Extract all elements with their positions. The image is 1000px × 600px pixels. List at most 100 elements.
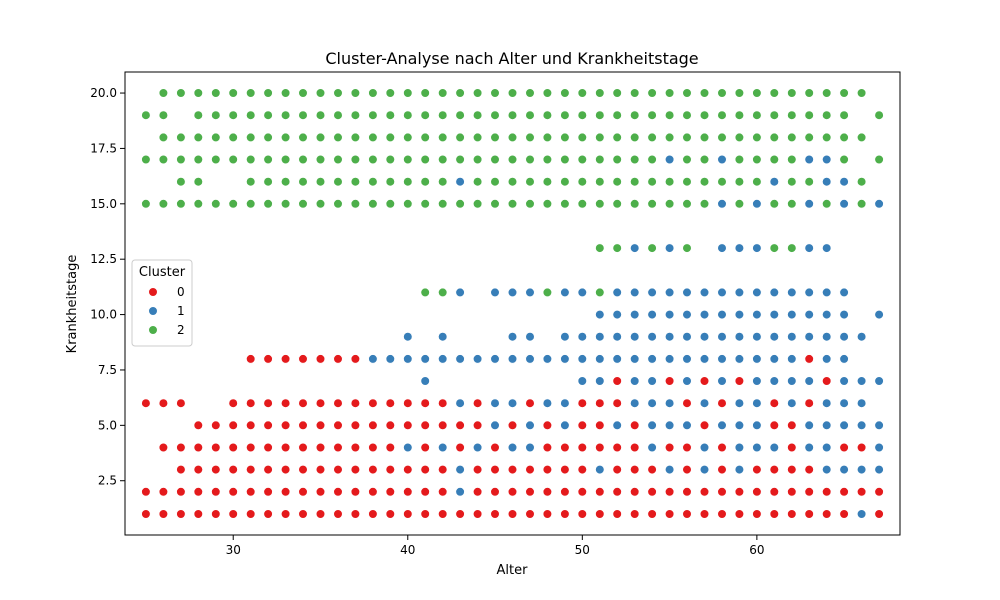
data-point-cluster-2: [787, 243, 797, 253]
data-point-cluster-2: [699, 110, 710, 120]
data-point-cluster-2: [856, 88, 867, 98]
data-point-cluster-1: [595, 376, 605, 386]
data-point-cluster-1: [752, 310, 762, 320]
data-point-cluster-2: [612, 132, 622, 142]
data-point-cluster-1: [839, 376, 849, 386]
data-point-cluster-1: [507, 354, 518, 364]
data-point-cluster-2: [368, 132, 378, 142]
data-point-cluster-1: [507, 287, 518, 298]
data-point-cluster-1: [804, 310, 814, 320]
data-point-cluster-2: [682, 132, 692, 142]
data-point-cluster-2: [333, 177, 343, 187]
x-tick-label: 50: [575, 543, 590, 557]
data-point-cluster-2: [822, 88, 832, 98]
data-point-cluster-2: [856, 199, 867, 209]
data-point-cluster-0: [769, 487, 779, 497]
data-point-cluster-1: [664, 354, 675, 364]
data-point-cluster-2: [298, 132, 308, 142]
data-point-cluster-0: [560, 509, 570, 519]
data-point-cluster-2: [473, 199, 483, 209]
data-point-cluster-0: [717, 509, 727, 519]
data-point-cluster-0: [734, 487, 745, 497]
data-point-cluster-0: [612, 509, 622, 519]
data-point-cluster-2: [664, 132, 675, 142]
data-point-cluster-2: [542, 177, 553, 187]
data-point-cluster-1: [699, 310, 710, 320]
data-point-cluster-1: [699, 354, 710, 364]
data-point-cluster-0: [350, 354, 361, 364]
data-point-cluster-2: [699, 154, 710, 165]
data-point-cluster-0: [281, 398, 291, 408]
data-point-cluster-1: [630, 376, 640, 386]
data-point-cluster-1: [473, 354, 483, 364]
data-point-cluster-0: [298, 354, 308, 364]
data-point-cluster-0: [699, 376, 710, 386]
data-point-cluster-2: [281, 199, 291, 209]
legend-title: Cluster: [139, 265, 186, 280]
x-axis: 30 40 50 60: [226, 535, 765, 557]
data-point-cluster-0: [368, 442, 378, 453]
data-point-cluster-0: [298, 509, 308, 519]
data-point-cluster-1: [856, 509, 867, 519]
data-point-cluster-1: [612, 310, 622, 320]
data-point-cluster-2: [141, 110, 151, 120]
data-point-cluster-2: [420, 287, 430, 298]
data-point-cluster-1: [787, 332, 797, 342]
data-point-cluster-0: [385, 442, 395, 453]
data-point-cluster-1: [664, 310, 675, 320]
data-point-cluster-2: [525, 88, 535, 98]
data-point-cluster-2: [839, 110, 849, 120]
data-point-cluster-0: [263, 354, 273, 364]
data-point-cluster-2: [734, 199, 745, 209]
data-point-cluster-1: [734, 442, 745, 453]
data-point-cluster-0: [856, 487, 867, 497]
data-point-cluster-0: [664, 376, 675, 386]
data-point-cluster-1: [874, 465, 884, 475]
data-point-cluster-1: [664, 398, 675, 408]
data-point-cluster-1: [769, 354, 779, 364]
data-point-cluster-0: [734, 509, 745, 519]
data-point-cluster-2: [333, 154, 343, 165]
data-point-cluster-2: [490, 110, 500, 120]
data-point-cluster-2: [804, 110, 814, 120]
data-point-cluster-2: [647, 110, 657, 120]
data-point-cluster-2: [228, 110, 238, 120]
data-point-cluster-0: [246, 354, 256, 364]
data-point-cluster-0: [403, 509, 413, 519]
data-point-cluster-2: [769, 88, 779, 98]
data-point-cluster-2: [176, 177, 186, 187]
data-point-cluster-0: [542, 487, 553, 497]
data-point-cluster-2: [839, 88, 849, 98]
data-point-cluster-2: [542, 199, 553, 209]
data-point-cluster-0: [350, 442, 361, 453]
data-point-cluster-1: [822, 310, 832, 320]
data-point-cluster-2: [577, 110, 587, 120]
data-point-cluster-1: [420, 376, 430, 386]
data-point-cluster-2: [542, 287, 553, 298]
data-point-cluster-2: [752, 88, 762, 98]
data-point-cluster-1: [490, 398, 500, 408]
data-point-cluster-2: [525, 132, 535, 142]
data-point-cluster-2: [176, 199, 186, 209]
data-point-cluster-0: [333, 398, 343, 408]
data-point-cluster-0: [490, 487, 500, 497]
data-point-cluster-2: [438, 199, 448, 209]
data-point-cluster-2: [281, 110, 291, 120]
data-point-cluster-2: [507, 177, 518, 187]
data-point-cluster-0: [158, 442, 168, 453]
data-point-cluster-0: [682, 442, 692, 453]
data-point-cluster-2: [577, 132, 587, 142]
data-point-cluster-0: [490, 465, 500, 475]
data-point-cluster-0: [525, 487, 535, 497]
data-point-cluster-0: [473, 398, 483, 408]
data-point-cluster-0: [246, 442, 256, 453]
data-point-cluster-2: [315, 199, 326, 209]
data-point-cluster-1: [804, 154, 814, 165]
data-point-cluster-1: [822, 420, 832, 430]
data-point-cluster-0: [228, 487, 238, 497]
data-point-cluster-0: [560, 487, 570, 497]
data-point-cluster-2: [647, 154, 657, 165]
legend-box: [131, 259, 193, 347]
data-point-cluster-1: [874, 199, 884, 209]
data-point-cluster-0: [542, 509, 553, 519]
